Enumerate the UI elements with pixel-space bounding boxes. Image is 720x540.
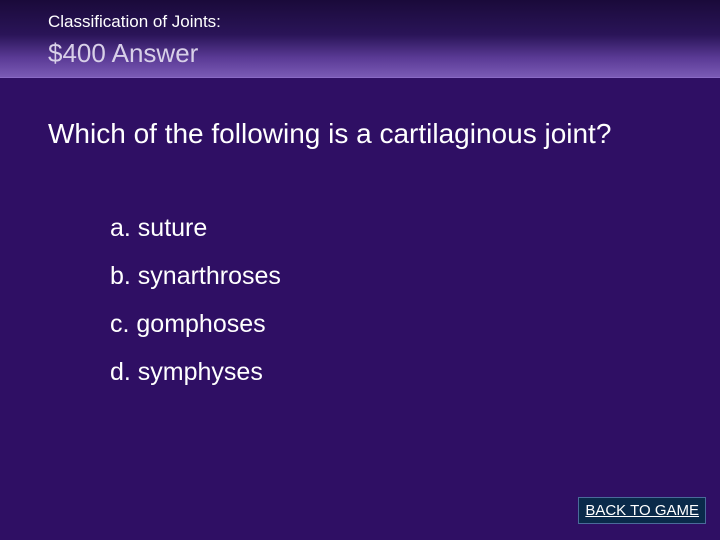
slide-content: Which of the following is a cartilaginou…: [0, 78, 720, 387]
options-list: a. suture b. synarthroses c. gomphoses d…: [110, 213, 672, 387]
option-a: a. suture: [110, 213, 672, 243]
question-text: Which of the following is a cartilaginou…: [48, 116, 672, 151]
value-answer-label: $400 Answer: [48, 38, 720, 69]
option-b: b. synarthroses: [110, 261, 672, 291]
option-c: c. gomphoses: [110, 309, 672, 339]
option-d: d. symphyses: [110, 357, 672, 387]
category-label: Classification of Joints:: [48, 12, 720, 32]
slide-header: Classification of Joints: $400 Answer: [0, 0, 720, 78]
back-to-game-button[interactable]: BACK TO GAME: [578, 497, 706, 524]
